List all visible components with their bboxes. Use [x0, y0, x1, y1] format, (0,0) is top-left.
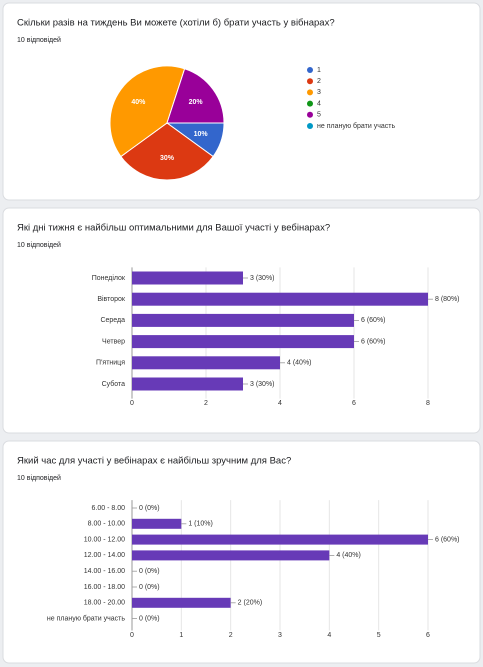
bar — [132, 356, 280, 370]
legend-swatch — [307, 111, 313, 118]
value-label: 0 (0%) — [139, 584, 160, 591]
response-count: 10 відповідей — [17, 241, 61, 249]
legend-label: 3 — [317, 89, 321, 96]
bar — [132, 550, 330, 561]
category-label: Середа — [100, 317, 125, 324]
category-label: Вівторок — [97, 295, 126, 303]
bar — [132, 335, 354, 349]
bar — [132, 271, 243, 285]
value-label: 4 (40%) — [287, 360, 312, 367]
legend-swatch — [307, 123, 313, 129]
value-label: 2 (20%) — [238, 600, 263, 607]
category-label: Понеділок — [92, 274, 126, 282]
x-tick-label: 6 — [352, 400, 356, 407]
category-label: П'ятниця — [96, 360, 125, 367]
bar — [132, 292, 428, 306]
x-tick-label: 0 — [130, 632, 134, 639]
x-tick-label: 1 — [179, 632, 183, 639]
slice-label: 10% — [194, 131, 209, 138]
x-tick-label: 0 — [130, 400, 134, 407]
pie-slice — [120, 122, 214, 181]
legend-label: не планую брати участь — [317, 122, 395, 130]
slice-label: 30% — [160, 155, 175, 162]
x-tick-label: 4 — [278, 400, 282, 407]
pie-slice — [109, 65, 186, 158]
x-tick-label: 8 — [426, 400, 430, 407]
x-tick-label: 2 — [229, 632, 233, 639]
category-label: Субота — [102, 380, 126, 388]
legend-swatch — [307, 89, 313, 96]
x-tick-label: 5 — [377, 632, 381, 639]
question-title: Скільки разів на тиждень Ви можете (хоті… — [17, 18, 335, 29]
bar — [132, 534, 428, 545]
slice-label: 40% — [131, 99, 146, 106]
value-label: 6 (60%) — [361, 317, 386, 324]
value-label: 0 (0%) — [139, 568, 160, 575]
value-label: 4 (40%) — [336, 552, 361, 559]
legend-label: 1 — [317, 67, 321, 74]
category-label: 18.00 - 20.00 — [84, 600, 125, 607]
bar — [132, 377, 243, 391]
response-count: 10 відповідей — [17, 36, 61, 44]
x-tick-label: 4 — [327, 632, 331, 639]
value-label: 6 (60%) — [361, 338, 386, 345]
question-title: Який час для участі у вебінарах є найбіл… — [17, 456, 291, 467]
category-label: не планую брати участь — [47, 614, 125, 622]
category-label: 16.00 - 18.00 — [84, 584, 125, 591]
legend-label: 5 — [317, 112, 321, 119]
value-label: 0 (0%) — [139, 615, 160, 622]
response-count: 10 відповідей — [17, 474, 61, 482]
category-label: 8.00 - 10.00 — [88, 521, 125, 528]
bar — [132, 597, 231, 608]
legend-label: 4 — [317, 100, 321, 107]
bar — [132, 518, 182, 529]
value-label: 3 (30%) — [250, 381, 275, 388]
x-tick-label: 3 — [278, 632, 282, 639]
card — [2, 2, 481, 201]
category-label: Четвер — [102, 338, 125, 345]
pie-slice — [166, 68, 225, 124]
category-label: 6.00 - 8.00 — [92, 505, 126, 512]
legend-swatch — [307, 78, 313, 85]
value-label: 1 (10%) — [188, 521, 213, 528]
legend-label: 2 — [317, 78, 321, 85]
value-label: 0 (0%) — [139, 505, 160, 512]
legend-swatch — [307, 67, 313, 73]
slice-label: 20% — [189, 99, 204, 106]
value-label: 8 (80%) — [435, 296, 460, 303]
category-label: 12.00 - 14.00 — [84, 552, 125, 559]
x-tick-label: 6 — [426, 632, 430, 639]
value-label: 3 (30%) — [250, 275, 275, 282]
bar — [132, 313, 354, 327]
legend-swatch — [307, 100, 313, 107]
category-label: 10.00 - 12.00 — [84, 536, 125, 543]
value-label: 6 (60%) — [435, 536, 460, 543]
x-tick-label: 2 — [204, 400, 208, 407]
category-label: 14.00 - 16.00 — [84, 568, 125, 575]
question-title: Які дні тижня є найбільш оптимальними дл… — [17, 223, 330, 234]
